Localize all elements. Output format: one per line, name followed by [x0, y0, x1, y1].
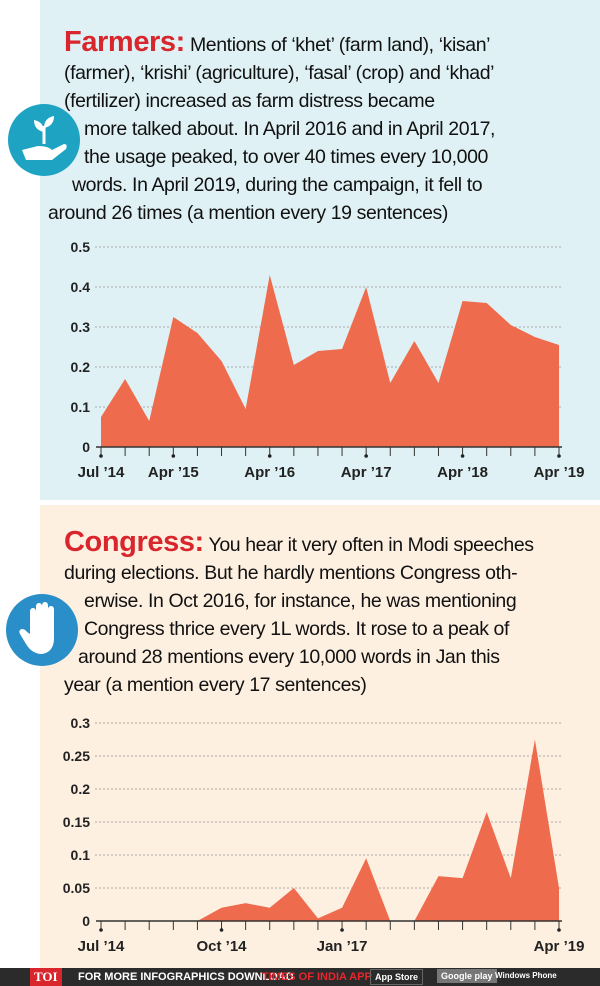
x-tick-label: Apr ’17	[341, 464, 392, 481]
text-line: around 28 mentions every 10,000 words in…	[78, 646, 500, 668]
y-tick-label: 0	[82, 913, 90, 929]
x-tick-dot	[219, 928, 224, 932]
app-store-badge[interactable]: App Store	[370, 969, 424, 985]
google-play-badge[interactable]: Google play	[437, 969, 497, 983]
y-tick-label: 0.4	[71, 279, 91, 295]
text-line: You hear it very often in Modi speeches	[208, 534, 535, 556]
y-tick-label: 0.5	[71, 239, 91, 255]
x-tick-label: Jul ’14	[78, 938, 125, 955]
x-tick-label: Apr ’18	[437, 464, 488, 481]
y-tick-label: 0.3	[71, 319, 91, 335]
text-line: Mentions of ‘khet’ (farm land), ‘kisan’	[189, 34, 491, 56]
y-tick-label: 0.1	[71, 399, 91, 415]
area-series	[101, 275, 559, 447]
text-line: words. In April 2019, during the campaig…	[72, 174, 483, 196]
x-tick-dot	[557, 454, 561, 458]
x-tick-label: Jan ’17	[317, 938, 368, 955]
text-line: during elections. But he hardly mentions…	[64, 562, 518, 584]
y-tick-label: 0.25	[63, 748, 90, 764]
footer-text: FOR MORE INFOGRAPHICS DOWNLOAD	[78, 971, 294, 983]
text-line: around 26 times (a mention every 19 sent…	[48, 202, 448, 224]
farmers-heading: Farmers:	[64, 26, 185, 58]
y-tick-label: 0.2	[71, 781, 91, 797]
y-tick-label: 0.05	[63, 880, 90, 896]
text-line: more talked about. In April 2016 and in …	[84, 118, 496, 140]
x-tick-dot	[557, 928, 561, 932]
footer-app-link[interactable]: TIMES OF INDIA APP	[262, 971, 372, 983]
x-tick-dot	[460, 454, 465, 458]
x-tick-label: Apr ’19	[534, 938, 585, 955]
farmers-text: Farmers: Mentions of ‘khet’ (farm land),…	[48, 26, 594, 227]
x-tick-dot	[340, 928, 344, 932]
text-line: (farmer), ‘krishi’ (agriculture), ‘fasal…	[64, 62, 495, 84]
x-tick-label: Apr ’19	[534, 464, 585, 481]
text-line: the usage peaked, to over 40 times every…	[84, 146, 488, 168]
area-series	[101, 739, 559, 921]
hand-with-plant-icon	[8, 104, 80, 176]
x-tick-label: Apr ’16	[244, 464, 295, 481]
x-tick-dot	[364, 454, 368, 458]
x-tick-dot	[99, 454, 103, 458]
y-tick-label: 0.2	[71, 359, 91, 375]
x-tick-dot	[171, 454, 176, 458]
congress-heading: Congress:	[64, 526, 204, 558]
x-tick-label: Apr ’15	[148, 464, 199, 481]
text-line: year (a mention every 17 sentences)	[64, 674, 367, 696]
raised-hand-icon	[6, 594, 78, 666]
congress-text: Congress: You hear it very often in Modi…	[64, 528, 594, 699]
x-tick-dot	[267, 454, 272, 458]
text-line: erwise. In Oct 2016, for instance, he wa…	[84, 590, 517, 612]
y-tick-label: 0	[82, 439, 90, 455]
toi-logo: TOI	[30, 968, 62, 986]
windows-phone-badge[interactable]: Windows Phone	[495, 971, 557, 980]
y-tick-label: 0.1	[71, 847, 91, 863]
x-tick-label: Jul ’14	[78, 464, 125, 481]
text-line: (fertilizer) increased as farm distress …	[64, 90, 435, 112]
x-tick-label: Oct ’14	[197, 938, 248, 955]
footer-bar: TOI FOR MORE INFOGRAPHICS DOWNLOAD TIMES…	[0, 968, 600, 986]
y-tick-label: 0.3	[71, 715, 91, 731]
x-tick-dot	[99, 928, 103, 932]
y-tick-label: 0.15	[63, 814, 90, 830]
text-line: Congress thrice every 1L words. It rose …	[84, 618, 510, 640]
